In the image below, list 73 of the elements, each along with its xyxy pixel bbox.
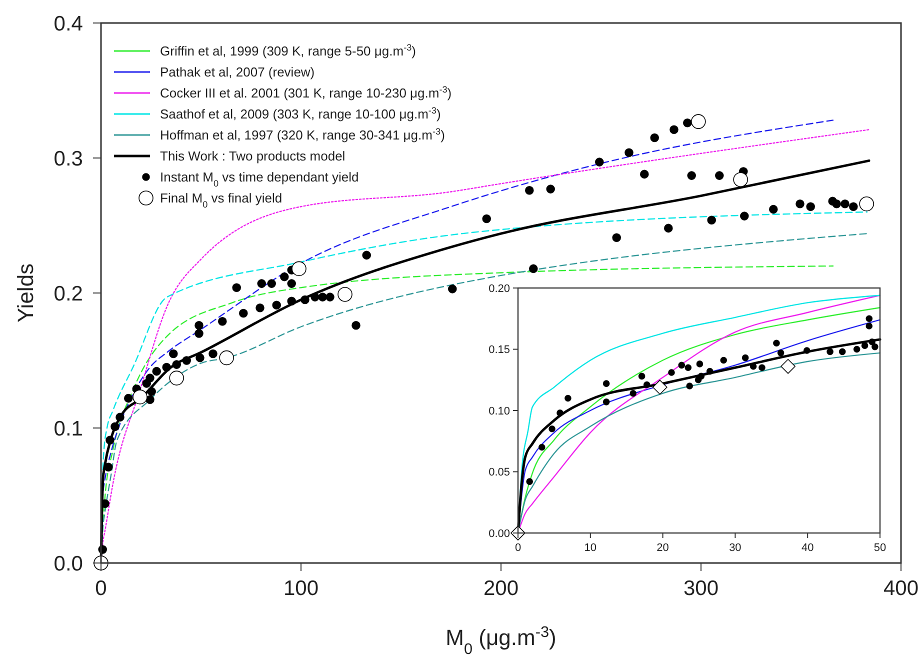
y-tick-label: 0.4 [54, 12, 84, 36]
y-tick-label: 0.3 [54, 147, 83, 170]
point [638, 372, 646, 380]
point [548, 425, 556, 432]
y-tick-label: 0.05 [488, 466, 510, 479]
point [684, 364, 692, 372]
point [872, 343, 878, 350]
x-tick-label: 200 [483, 577, 519, 600]
point [556, 410, 564, 416]
point [652, 380, 668, 395]
point [733, 172, 748, 187]
point [630, 390, 637, 397]
y-axis-title: Yields [13, 263, 38, 323]
legend-label: Final M$_{0}$ vs final yield [160, 190, 282, 210]
point [564, 394, 572, 402]
point [602, 398, 610, 406]
point [338, 286, 352, 302]
y-tick-label: 0.20 [488, 282, 510, 295]
point [219, 350, 234, 366]
point [643, 381, 650, 388]
point [803, 347, 810, 354]
point [132, 390, 148, 404]
y-tick-label: 0.0 [54, 552, 83, 576]
x-tick-label: 30 [729, 542, 742, 554]
point [720, 356, 728, 364]
point [838, 348, 846, 356]
point [777, 350, 784, 356]
y-tick-label: 0.1 [54, 417, 83, 440]
legend-label: This Work : Two products model [160, 148, 346, 164]
legend-label: Hoffman et al, 1997 (320 K, range 30-341 μg.m$^{-3}$) [160, 126, 445, 143]
point [773, 340, 780, 347]
legend-label: Griffin et al, 1999 (309 K, range 5-50 μg.m$^{-3}$) [160, 42, 416, 59]
point [686, 382, 693, 390]
legend-label: Cocker III et al. 2001 (301 K, range 10-230 μg.m$^{-3}$) [160, 84, 452, 101]
point [678, 362, 686, 369]
point [750, 363, 757, 370]
point [696, 360, 704, 368]
x-tick-label: 0 [514, 542, 522, 554]
x-tick-label: 300 [683, 577, 719, 600]
legend-label: Pathak et al, 2007 (review) [160, 64, 315, 80]
x-tick-label: 20 [656, 542, 669, 554]
point [853, 346, 860, 353]
point [758, 364, 766, 372]
point [742, 354, 749, 362]
legend-label: Instant M$_{0}$ vs time dependant yield [160, 170, 359, 189]
point [826, 348, 834, 356]
point [169, 370, 184, 386]
y-tick-label: 0.15 [488, 344, 510, 356]
point [292, 261, 306, 276]
y-tick-label: 0.00 [488, 528, 510, 540]
point [538, 444, 546, 451]
legend-label: Saathof et al, 2009 (303 K, range 10-100 μg.m$^{-3}$) [160, 106, 441, 122]
point [706, 368, 714, 375]
x-axis-title: M$_{0}$ (μg.m$^{-3}$) [446, 624, 556, 658]
point [698, 372, 705, 380]
point [526, 478, 533, 485]
point [861, 342, 868, 349]
x-tick-label: 40 [801, 542, 814, 554]
point [691, 114, 706, 129]
point [859, 196, 874, 212]
x-tick-label: 100 [283, 577, 319, 600]
x-tick-label: 10 [584, 542, 597, 554]
y-tick-label: 0.2 [54, 282, 83, 306]
x-tick-label: 0 [95, 577, 107, 600]
y-tick-label: 0.10 [488, 405, 510, 418]
point [602, 380, 610, 387]
point [780, 359, 796, 374]
x-tick-label: 400 [883, 577, 919, 600]
point [866, 315, 873, 322]
point [866, 322, 873, 330]
point [868, 338, 876, 346]
x-tick-label: 50 [874, 542, 886, 554]
point [668, 369, 675, 376]
